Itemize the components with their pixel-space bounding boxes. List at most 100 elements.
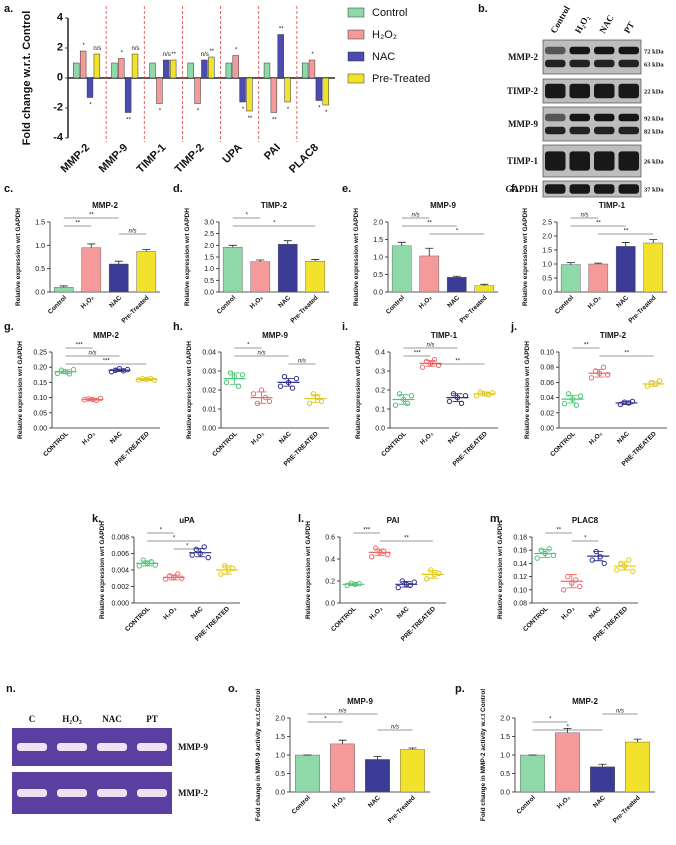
- y-tick-label: 0.04: [540, 395, 554, 402]
- y-tick-label: 0.18: [513, 535, 527, 542]
- panel-label: i.: [342, 321, 348, 333]
- error-bar: [283, 240, 292, 245]
- error-bar: [229, 372, 240, 385]
- y-tick-label: 0.5: [542, 276, 552, 283]
- panel-label: n.: [6, 683, 16, 695]
- panel-label: c.: [4, 183, 13, 195]
- y-tick-label: 0.00: [202, 426, 216, 433]
- error-bar: [310, 394, 321, 403]
- data-point: [189, 552, 195, 558]
- band: [594, 184, 615, 194]
- y-tick-label: 0.03: [202, 369, 216, 376]
- significance: **: [623, 229, 628, 235]
- column-label: Control: [548, 4, 572, 35]
- data-point: [369, 554, 375, 560]
- error-bar: [373, 756, 382, 760]
- significance: **: [279, 27, 284, 33]
- x-tick-label: TIMP-2: [173, 142, 207, 176]
- chart-title: MMP-2: [92, 201, 118, 210]
- data-point: [179, 575, 185, 581]
- y-tick-label: 0.0: [35, 290, 45, 297]
- y-tick-label: 1.0: [373, 255, 383, 262]
- bar: [108, 263, 129, 293]
- x-tick-label: MMP-9: [97, 142, 131, 176]
- bar: [270, 77, 278, 113]
- x-tick-label: CONTROL: [549, 430, 577, 458]
- y-axis-label: Relative expression wrt GAPDH: [355, 341, 362, 439]
- data-point: [205, 554, 211, 561]
- y-tick-label: -4: [53, 132, 64, 144]
- band: [594, 83, 615, 99]
- chart-title: TIMP-2: [261, 201, 288, 210]
- significance: **: [584, 343, 589, 349]
- y-tick-label: 0.10: [513, 587, 527, 594]
- y-tick-label: 0.5: [35, 266, 45, 273]
- band: [618, 151, 639, 171]
- significance: *: [549, 717, 552, 723]
- significance: *: [89, 103, 92, 109]
- bar: [222, 246, 243, 293]
- row-label: TIMP-2: [507, 86, 538, 96]
- y-tick-label: 1.0: [204, 266, 214, 273]
- band: [569, 83, 590, 99]
- data-point: [561, 400, 568, 407]
- y-tick-label: 0.4: [325, 557, 335, 564]
- x-tick-label: TIMP-1: [134, 142, 168, 176]
- error-bar: [256, 391, 267, 404]
- legend-swatch: [347, 7, 365, 18]
- error-bar: [338, 739, 347, 744]
- bar: [277, 34, 284, 79]
- error-bar: [540, 549, 551, 558]
- x-tick-label: H₂O₂: [81, 430, 97, 446]
- y-tick-label: 1.0: [275, 753, 285, 760]
- bar: [555, 732, 580, 793]
- x-tick-label: CONTROL: [522, 605, 550, 633]
- error-bar: [566, 262, 575, 265]
- error-bar: [425, 360, 436, 367]
- y-tick-label: 0.0: [500, 790, 510, 797]
- y-tick-label: 0.002: [111, 584, 129, 591]
- column-label: H₂O₂: [573, 13, 592, 35]
- y-tick-label: 3.0: [204, 220, 214, 227]
- error-bar: [87, 398, 98, 401]
- error-bar: [228, 244, 237, 248]
- bar: [615, 246, 636, 293]
- y-tick-label: 1.0: [35, 243, 45, 250]
- significance: n/s: [391, 725, 399, 731]
- error-bar: [59, 285, 68, 288]
- bar: [53, 287, 74, 293]
- x-tick-label: Pre-Treated: [387, 794, 417, 824]
- error-bar: [598, 763, 607, 767]
- x-tick-label: NAC: [109, 430, 124, 445]
- x-tick-label: NAC: [277, 294, 292, 309]
- error-bar: [633, 738, 642, 743]
- significance: n/s: [257, 351, 265, 357]
- band: [545, 46, 566, 55]
- y-tick-label: 2.0: [373, 220, 383, 227]
- column-label: C: [29, 714, 36, 724]
- y-axis-label: Relative expression wrt GAPDH: [99, 521, 106, 619]
- data-point: [151, 377, 158, 383]
- x-tick-label: CONTROL: [380, 430, 408, 458]
- panel-label: d.: [173, 183, 183, 195]
- y-axis-label: Relative expression wrt GAPDH: [353, 208, 360, 306]
- x-tick-label: PAI: [262, 142, 283, 163]
- data-point: [97, 395, 104, 402]
- significance: n/s: [616, 709, 624, 715]
- significance: *: [242, 107, 245, 113]
- y-axis-label: Fold change in MMP-2 activity w.r.t Cont…: [480, 689, 487, 821]
- error-bar: [168, 574, 179, 581]
- significance: *: [456, 229, 459, 235]
- y-tick-label: 2.0: [204, 243, 214, 250]
- bar: [156, 77, 163, 104]
- error-bar: [311, 259, 320, 262]
- bar: [590, 766, 615, 793]
- data-point: [201, 544, 207, 550]
- x-tick-label: NAC: [615, 294, 630, 309]
- bar: [149, 62, 156, 79]
- legend-label: Pre-Treated: [372, 73, 430, 85]
- x-tick-label: NAC: [190, 605, 205, 620]
- significance: *: [325, 110, 328, 116]
- band: [57, 743, 87, 751]
- data-point: [600, 364, 607, 370]
